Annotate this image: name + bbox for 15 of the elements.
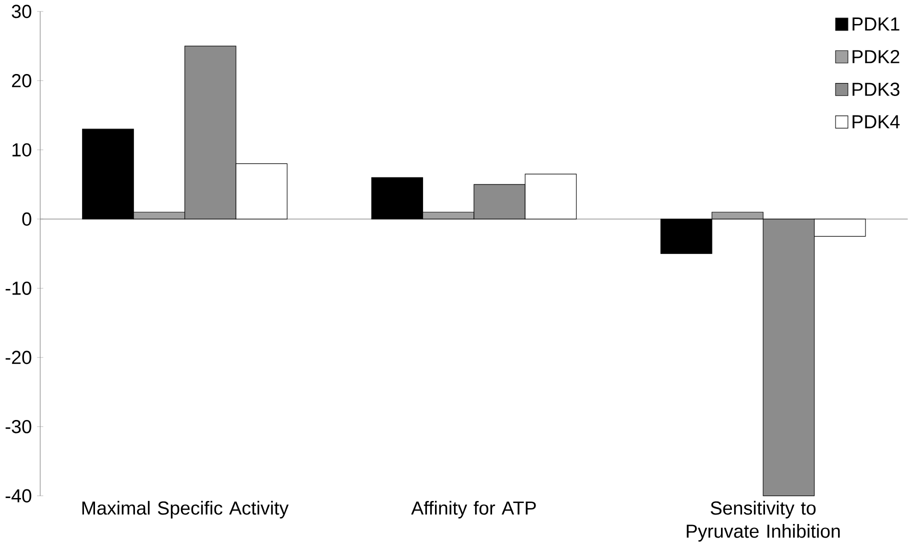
x-tick-label: Maximal Specific Activity bbox=[82, 500, 289, 518]
y-tick-label: -40 bbox=[6, 488, 32, 502]
legend-label: PDK3 bbox=[852, 82, 900, 96]
legend-label: PDK4 bbox=[852, 115, 900, 128]
y-tick-label: -30 bbox=[6, 420, 32, 434]
y-tick-label: 30 bbox=[12, 4, 32, 18]
y-tick-label: 20 bbox=[12, 74, 32, 88]
y-tick-label: -10 bbox=[6, 281, 32, 295]
legend-label: PDK1 bbox=[852, 17, 900, 30]
x-tick-label: Affinity for ATP bbox=[411, 500, 536, 518]
y-tick-label: -20 bbox=[6, 350, 32, 364]
x-tick-label: Sensitivity to Pyruvate Inhibition bbox=[686, 500, 840, 542]
legend-label: PDK2 bbox=[852, 50, 900, 63]
y-tick-label: 10 bbox=[12, 142, 32, 156]
y-tick-label: 0 bbox=[22, 212, 32, 226]
